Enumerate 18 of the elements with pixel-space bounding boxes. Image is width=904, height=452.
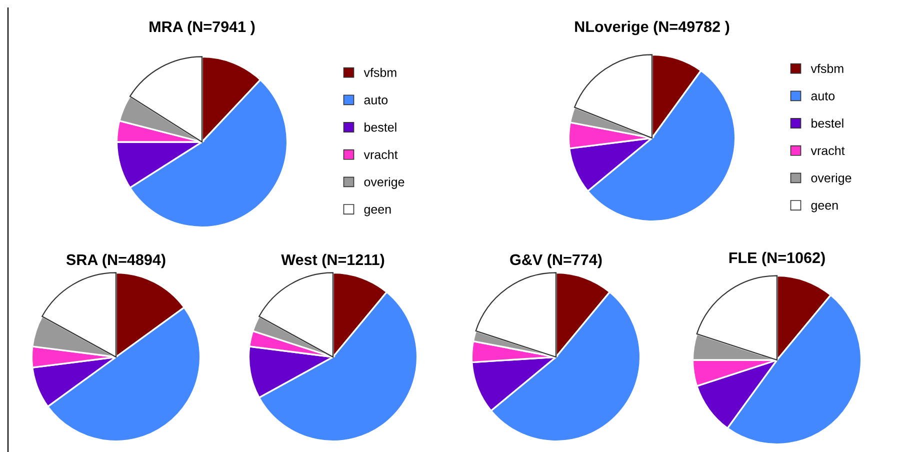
- legend-label: auto: [811, 92, 835, 100]
- chart-title: West (N=1211): [281, 254, 384, 268]
- chart-title: FLE (N=1062): [729, 252, 825, 266]
- legend-label: vracht: [364, 150, 398, 160]
- chart-title: MRA (N=7941 ): [150, 20, 255, 36]
- chart-title: G&V (N=774): [510, 254, 602, 268]
- chart-title: SRA (N=4894): [66, 254, 166, 268]
- legend-label: vracht: [810, 146, 845, 156]
- legend-label: bestel: [812, 118, 844, 128]
- legend-label: geen: [811, 202, 838, 212]
- legend-label: geen: [364, 206, 391, 216]
- chart-title: NLoverige (N=49782 ): [575, 20, 730, 36]
- legend-label: overige: [811, 173, 852, 185]
- legend-label: vfsbm: [364, 68, 396, 78]
- legend-label: bestel: [364, 122, 396, 132]
- legend-label: overige: [364, 177, 404, 189]
- legend-label: auto: [364, 96, 388, 104]
- legend-label: vfsbm: [810, 64, 844, 74]
